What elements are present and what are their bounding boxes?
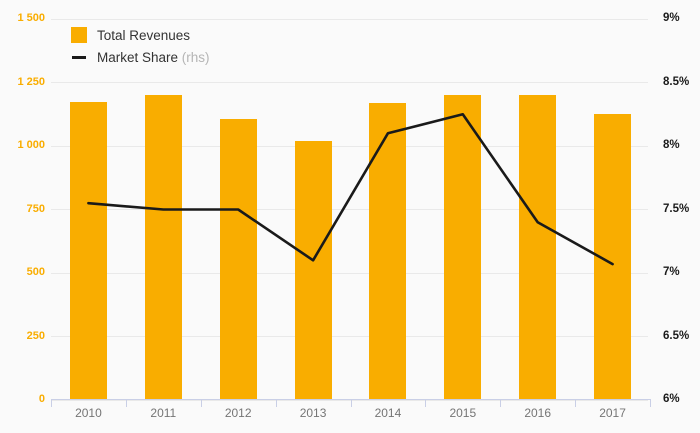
legend: Total Revenues Market Share (rhs) xyxy=(71,24,210,68)
legend-label-market-share: Market Share (rhs) xyxy=(97,50,210,65)
gridline xyxy=(51,209,648,210)
x-axis-label-2011: 2011 xyxy=(150,406,177,420)
x-axis-label-2014: 2014 xyxy=(374,406,402,420)
left-axis-tick-label: 250 xyxy=(26,329,45,342)
left-axis-tick-label: 1 250 xyxy=(17,75,45,88)
x-axis-label-2016: 2016 xyxy=(524,406,552,420)
bar-2017[interactable] xyxy=(594,114,632,399)
total-revenues-swatch-icon xyxy=(71,27,87,43)
bar-2014[interactable] xyxy=(369,102,407,399)
legend-item-market-share[interactable]: Market Share (rhs) xyxy=(71,46,210,68)
x-axis-tick xyxy=(575,399,577,407)
bar-2010[interactable] xyxy=(69,101,107,399)
market-share-line-icon xyxy=(72,55,86,59)
x-axis-tick xyxy=(425,399,427,407)
right-axis-tick-label: 6% xyxy=(663,393,680,405)
bar-2011[interactable] xyxy=(144,95,182,399)
gridline xyxy=(51,82,648,83)
bar-2012[interactable] xyxy=(219,119,257,399)
left-axis-tick-label: 750 xyxy=(26,202,45,215)
bar-2015[interactable] xyxy=(444,95,482,399)
right-axis-tick-label: 9% xyxy=(663,12,680,24)
gridline xyxy=(51,272,648,274)
right-axis-tick-label: 8.5% xyxy=(663,75,690,88)
left-axis-tick-label: 500 xyxy=(26,266,45,278)
bar-2016[interactable] xyxy=(519,95,557,399)
left-axis-tick-label: 1 000 xyxy=(17,139,45,151)
x-axis-label-2013: 2013 xyxy=(299,406,327,420)
left-axis-tick-label: 1 500 xyxy=(17,12,45,24)
bar-2013[interactable] xyxy=(294,140,332,399)
gridline xyxy=(51,399,648,401)
right-axis-tick-label: 7% xyxy=(663,266,680,278)
rhs-suffix: (rhs) xyxy=(178,49,210,65)
left-axis-tick-label: 0 xyxy=(38,393,45,405)
gridline xyxy=(51,145,648,147)
gridline xyxy=(51,18,648,20)
right-axis-tick-label: 6.5% xyxy=(663,329,690,342)
x-axis-tick xyxy=(650,399,651,407)
right-axis-tick-label: 7.5% xyxy=(663,202,690,215)
legend-label-total-revenues: Total Revenues xyxy=(97,27,191,43)
market-share-text: Market Share xyxy=(97,49,179,65)
right-axis-tick-label: 8% xyxy=(663,139,680,151)
x-axis-tick xyxy=(200,399,202,407)
x-axis-label-2012: 2012 xyxy=(224,406,252,420)
x-axis-label-2010: 2010 xyxy=(75,406,102,420)
x-axis-tick xyxy=(350,399,352,407)
x-axis-tick xyxy=(51,399,52,407)
x-axis-tick xyxy=(125,399,127,407)
x-axis-label-2017: 2017 xyxy=(599,406,626,420)
x-axis-label-2015: 2015 xyxy=(449,406,477,420)
x-axis-tick xyxy=(275,399,277,407)
gridline xyxy=(51,336,648,337)
legend-item-total-revenues[interactable]: Total Revenues xyxy=(71,24,210,46)
x-axis-tick xyxy=(500,399,502,407)
